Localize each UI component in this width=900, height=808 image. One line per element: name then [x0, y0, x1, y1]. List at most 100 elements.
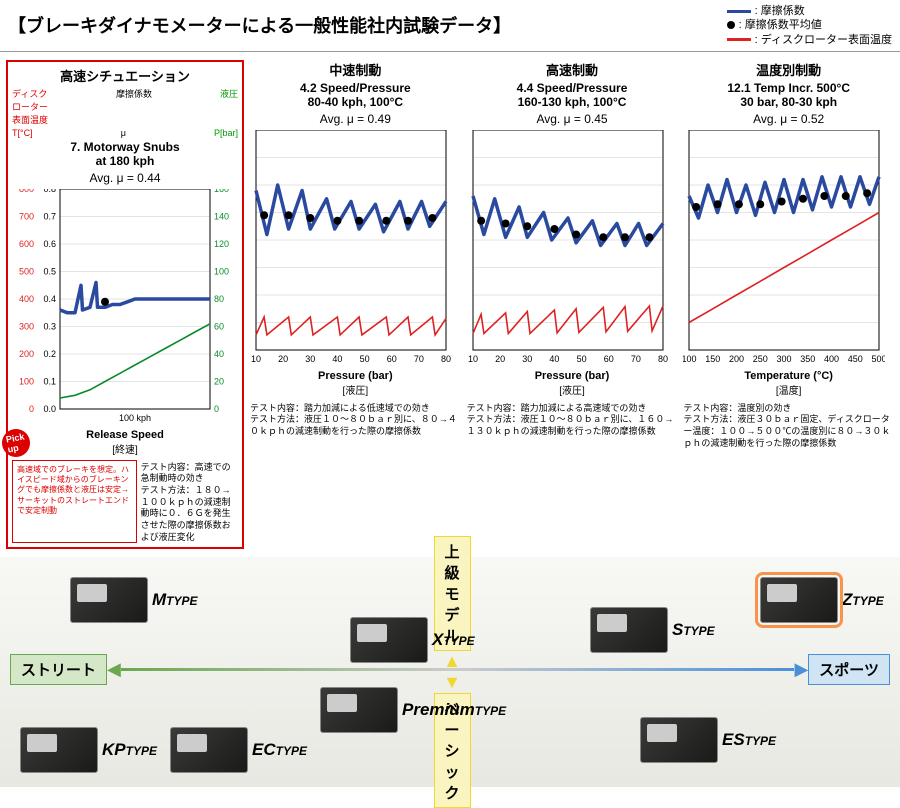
svg-text:40: 40: [549, 354, 559, 364]
svg-text:0.5: 0.5: [43, 266, 56, 276]
x-axis-label: Release Speed: [12, 429, 238, 441]
page-title: 【ブレーキダイナモメーターによる一般性能社内試験データ】: [8, 12, 511, 38]
product-image: [760, 577, 838, 623]
product-name: ECTYPE: [252, 740, 307, 760]
svg-text:0.3: 0.3: [43, 321, 56, 331]
svg-text:800: 800: [19, 189, 34, 194]
svg-text:0.1: 0.1: [43, 376, 56, 386]
svg-text:80: 80: [658, 354, 668, 364]
svg-text:40: 40: [332, 354, 342, 364]
axis-left-label: ストリート: [10, 654, 107, 685]
svg-text:100: 100: [683, 354, 697, 364]
x-axis-label: Temperature (°C): [683, 370, 894, 382]
product-name: MTYPE: [152, 590, 198, 610]
svg-text:80: 80: [441, 354, 451, 364]
product-es: ESTYPE: [640, 717, 776, 763]
svg-text:50: 50: [576, 354, 586, 364]
panel-avg: Avg. μ = 0.52: [683, 112, 894, 126]
panel-subtitle: 4.4 Speed/Pressure160-130 kph, 100°C: [467, 81, 678, 110]
product-name: ZTYPE: [842, 590, 884, 610]
chart-svg: 0.0000.1100200.2200400.3300600.4400800.5…: [12, 189, 238, 427]
product-image: [170, 727, 248, 773]
product-z: ZTYPE: [760, 577, 884, 623]
svg-text:60: 60: [603, 354, 613, 364]
product-s: STYPE: [590, 607, 715, 653]
svg-text:160: 160: [214, 189, 229, 194]
svg-text:80: 80: [214, 294, 224, 304]
svg-text:200: 200: [729, 354, 744, 364]
product-name: ESTYPE: [722, 730, 776, 750]
panel-title: 温度別制動: [683, 60, 894, 79]
panel-desc: テスト内容：踏力加減による高速域での効きテスト方法：液圧１０～８０ｂａｒ別に、１…: [467, 403, 678, 438]
legend: : 摩擦係数: 摩擦係数平均値: ディスクローター表面温度: [727, 4, 892, 47]
panel-subtitle: 7. Motorway Snubsat 180 kph: [12, 140, 238, 169]
svg-text:0.4: 0.4: [43, 294, 56, 304]
svg-text:0.2: 0.2: [43, 349, 56, 359]
product-premium: PremiumTYPE: [320, 687, 506, 733]
panel-desc: テスト内容：高速での急制動時の効きテスト方法：１８０→１００ｋｐｈの減速制動時に…: [141, 462, 238, 544]
svg-text:0: 0: [29, 404, 34, 414]
panel-title: 中速制動: [250, 60, 461, 79]
chart-svg: 1020304050607080: [250, 130, 452, 368]
panel-1: 高速シチュエーションディスクローター表面温度摩擦係数液圧T[°C]μP[bar]…: [6, 60, 244, 550]
x-axis-sublabel: [終速]: [12, 441, 238, 456]
axis-right-label: スポーツ: [808, 654, 890, 685]
panel-3: 高速制動 4.4 Speed/Pressure160-130 kph, 100°C…: [467, 60, 678, 438]
svg-text:300: 300: [777, 354, 792, 364]
product-image: [20, 727, 98, 773]
svg-text:0.6: 0.6: [43, 239, 56, 249]
svg-text:500: 500: [872, 354, 886, 364]
svg-text:100 kph: 100 kph: [119, 413, 151, 423]
panel-desc: テスト内容：温度別の効きテスト方法：液圧３０ｂａｒ固定、ディスクローター温度：１…: [683, 403, 894, 450]
svg-text:20: 20: [214, 376, 224, 386]
svg-text:100: 100: [214, 266, 229, 276]
panel-title: 高速シチュエーション: [12, 66, 238, 85]
x-axis-label: Pressure (bar): [250, 370, 461, 382]
svg-text:250: 250: [753, 354, 768, 364]
pickup-note: 高速域でのブレーキを想定。ハイスピード域からのブレーキングでも摩擦係数と液圧は安…: [12, 460, 137, 544]
svg-text:70: 70: [414, 354, 424, 364]
x-axis-sublabel: [液圧]: [250, 382, 461, 397]
svg-text:10: 10: [468, 354, 478, 364]
panel-desc: テスト内容：踏力加減による低速域での効きテスト方法：液圧１０～８０ｂａｒ別に、８…: [250, 403, 461, 438]
x-axis-sublabel: [温度]: [683, 382, 894, 397]
svg-text:70: 70: [631, 354, 641, 364]
product-name: XTYPE: [432, 630, 475, 650]
svg-text:60: 60: [214, 321, 224, 331]
svg-text:100: 100: [19, 376, 34, 386]
svg-text:400: 400: [824, 354, 839, 364]
product-x: XTYPE: [350, 617, 475, 663]
svg-text:150: 150: [706, 354, 721, 364]
product-image: [320, 687, 398, 733]
product-m: MTYPE: [70, 577, 198, 623]
panel-avg: Avg. μ = 0.44: [12, 171, 238, 185]
panel-title: 高速制動: [467, 60, 678, 79]
svg-text:40: 40: [214, 349, 224, 359]
svg-text:0.8: 0.8: [43, 189, 56, 194]
chart-svg: 100150200250300350400450500: [683, 130, 885, 368]
svg-text:30: 30: [522, 354, 532, 364]
svg-text:10: 10: [251, 354, 261, 364]
svg-text:60: 60: [387, 354, 397, 364]
svg-text:140: 140: [214, 211, 229, 221]
svg-text:50: 50: [360, 354, 370, 364]
x-axis-sublabel: [液圧]: [467, 382, 678, 397]
panel-2: 中速制動4.2 Speed/Pressure80-40 kph, 100°CAv…: [250, 60, 461, 438]
product-name: STYPE: [672, 620, 715, 640]
product-name: KPTYPE: [102, 740, 157, 760]
svg-text:500: 500: [19, 266, 34, 276]
chart-svg: 10 20 30 40 50 60 70 80: [467, 130, 669, 368]
svg-text:400: 400: [19, 294, 34, 304]
product-image: [640, 717, 718, 763]
product-ec: ECTYPE: [170, 727, 307, 773]
product-map: ストリート ◀ ▶ スポーツ 上級モデル ▲ ▼ ベーシック MTYPE XTY…: [0, 557, 900, 787]
panel-subtitle: 12.1 Temp Incr. 500°C30 bar, 80-30 kph: [683, 81, 894, 110]
product-kp: KPTYPE: [20, 727, 157, 773]
svg-text:450: 450: [848, 354, 863, 364]
panel-4: 温度別制動 12.1 Temp Incr. 500°C30 bar, 80-30 …: [683, 60, 894, 450]
x-axis-label: Pressure (bar): [467, 370, 678, 382]
svg-text:600: 600: [19, 239, 34, 249]
svg-text:700: 700: [19, 211, 34, 221]
svg-text:200: 200: [19, 349, 34, 359]
svg-text:20: 20: [495, 354, 505, 364]
